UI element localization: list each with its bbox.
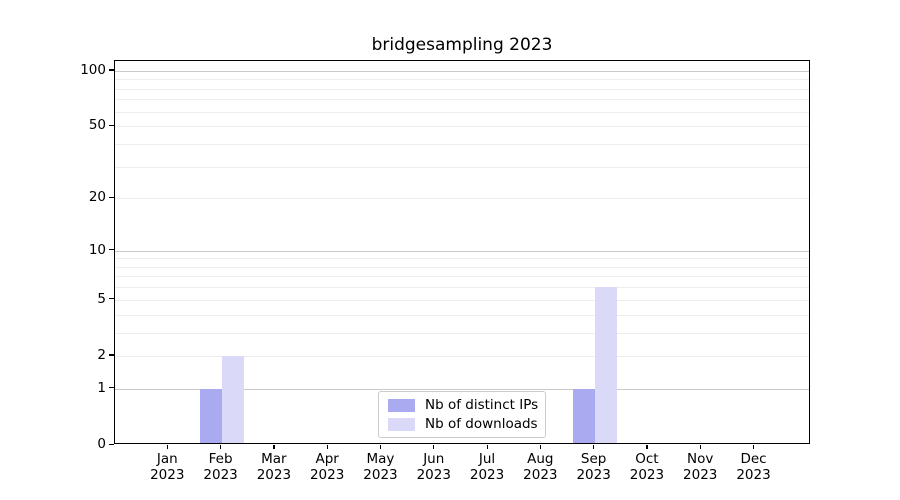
x-tick-mark <box>699 445 701 449</box>
gridline-minor <box>115 111 809 113</box>
gridline-minor <box>115 355 809 357</box>
bar-nb-of-downloads-feb-2023 <box>221 355 244 443</box>
gridline-major <box>115 70 809 72</box>
y-tick-mark <box>109 443 114 445</box>
gridline-minor <box>115 143 809 145</box>
gridline-minor <box>115 126 809 128</box>
x-tick-mark <box>486 445 488 449</box>
x-tick-label: Feb 2023 <box>203 451 238 483</box>
x-tick-label: Mar 2023 <box>256 451 292 483</box>
bar-nb-of-distinct-ips-feb-2023 <box>199 388 222 443</box>
y-tick-label: 5 <box>97 290 106 307</box>
legend-swatch-downloads-icon <box>388 417 415 431</box>
x-tick-label: Aug 2023 <box>523 451 558 483</box>
x-tick-mark <box>379 445 382 449</box>
x-tick-label: Jul 2023 <box>469 451 505 483</box>
x-tick-mark <box>539 445 542 449</box>
legend-item-downloads: Nb of downloads <box>388 416 538 432</box>
y-tick-label: 0 <box>97 436 106 452</box>
plot-area <box>114 60 810 444</box>
gridline-major <box>115 250 809 252</box>
gridline-minor <box>115 332 809 334</box>
y-tick-mark <box>109 124 114 126</box>
gridline-minor <box>115 314 809 316</box>
gridline-minor <box>115 287 809 289</box>
y-tick-mark <box>109 354 114 356</box>
gridline-minor <box>115 299 809 301</box>
x-tick-label: May 2023 <box>363 451 398 483</box>
x-tick-mark <box>220 445 222 449</box>
y-tick-label: 20 <box>88 189 106 206</box>
x-tick-mark <box>433 445 435 449</box>
y-tick-label: 2 <box>97 346 106 363</box>
gridline-minor <box>115 79 809 81</box>
x-tick-label: Dec 2023 <box>736 451 771 483</box>
gridline-minor <box>115 88 809 90</box>
gridline-minor <box>115 99 809 101</box>
legend: Nb of distinct IPs Nb of downloads <box>378 391 546 438</box>
gridline-minor <box>115 266 809 268</box>
x-tick-mark <box>326 445 328 449</box>
x-tick-label: Sep 2023 <box>576 451 611 483</box>
bar-nb-of-distinct-ips-sep-2023 <box>572 388 595 443</box>
y-tick-label: 10 <box>88 241 106 258</box>
x-tick-mark <box>273 445 275 449</box>
x-tick-label: Oct 2023 <box>629 451 665 483</box>
x-tick-label: Jan 2023 <box>150 451 185 483</box>
x-tick-mark <box>753 445 755 449</box>
legend-label-downloads: Nb of downloads <box>425 416 538 432</box>
y-tick-mark <box>109 196 114 198</box>
x-tick-label: Apr 2023 <box>309 451 345 483</box>
chart-title: bridgesampling 2023 <box>371 35 553 55</box>
y-tick-mark <box>109 298 114 300</box>
y-tick-label: 100 <box>80 61 106 78</box>
gridline-minor <box>115 198 809 200</box>
x-tick-mark <box>593 445 595 449</box>
y-tick-label: 50 <box>88 117 106 134</box>
gridline-minor <box>115 166 809 168</box>
legend-swatch-distinct-ips-icon <box>388 398 415 412</box>
y-tick-mark <box>109 69 114 71</box>
gridline-minor <box>115 258 809 260</box>
y-tick-label: 1 <box>97 379 106 396</box>
x-tick-label: Jun 2023 <box>416 451 451 483</box>
bar-nb-of-downloads-sep-2023 <box>594 287 617 443</box>
x-tick-mark <box>646 445 648 449</box>
legend-item-distinct-ips: Nb of distinct IPs <box>388 397 539 413</box>
gridline-minor <box>115 276 809 278</box>
y-tick-mark <box>109 387 114 389</box>
gridline-major <box>115 388 809 390</box>
legend-label-distinct-ips: Nb of distinct IPs <box>425 397 539 413</box>
x-tick-label: Nov 2023 <box>683 451 718 483</box>
y-tick-mark <box>109 249 114 251</box>
x-tick-mark <box>166 445 168 449</box>
